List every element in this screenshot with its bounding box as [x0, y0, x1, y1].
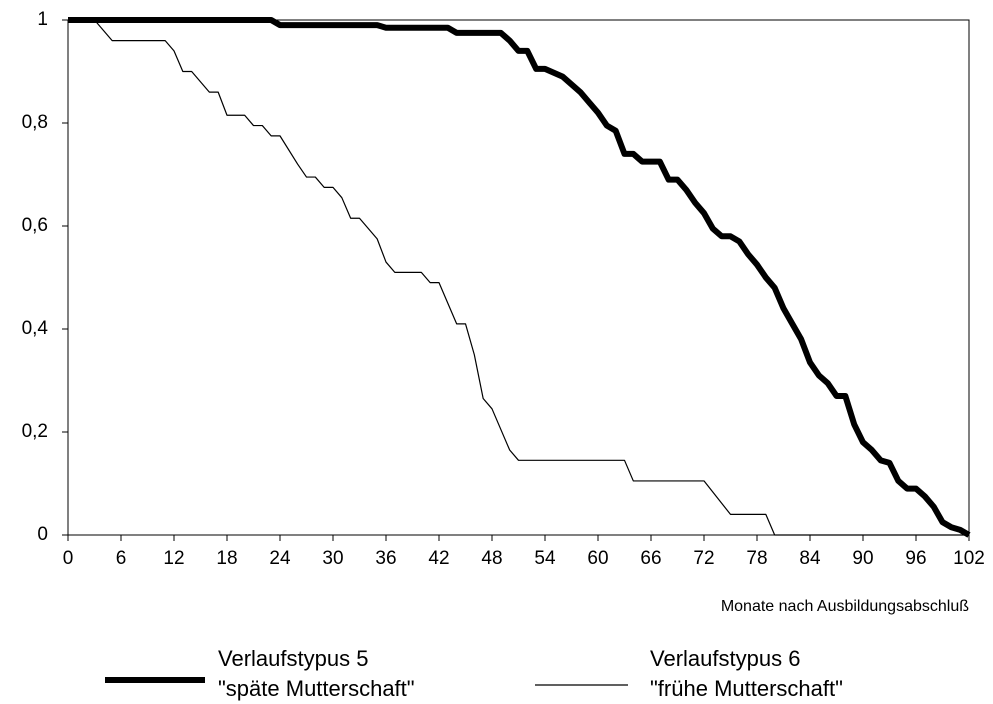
x-tick-label: 48: [481, 548, 502, 569]
x-tick-label: 72: [693, 548, 714, 569]
x-tick-label: 30: [322, 548, 343, 569]
x-tick-label: 84: [799, 548, 821, 569]
x-tick-label: 60: [587, 548, 608, 569]
y-tick-label: 0,8: [22, 112, 48, 133]
x-tick-label: 12: [163, 548, 184, 569]
x-tick-label: 18: [216, 548, 237, 569]
x-tick-label: 54: [534, 548, 556, 569]
x-tick-label: 0: [63, 548, 74, 569]
x-axis-label: Monate nach Ausbildungsabschluß: [721, 598, 969, 615]
y-tick-label: 0,2: [22, 421, 48, 442]
x-tick-label: 36: [375, 548, 396, 569]
x-tick-label: 24: [269, 548, 291, 569]
x-tick-label: 6: [116, 548, 127, 569]
y-tick-label: 1: [37, 9, 48, 30]
plot-frame: [67, 19, 970, 536]
y-tick-label: 0,4: [22, 318, 49, 339]
series-line: [68, 19, 969, 536]
legend-label: Verlaufstypus 6: [650, 646, 800, 671]
legend-description: "späte Mutterschaft": [218, 676, 415, 701]
x-tick-label: 66: [640, 548, 661, 569]
legend-label: Verlaufstypus 5: [218, 646, 368, 671]
x-tick-label: 78: [746, 548, 767, 569]
x-tick-label: 42: [428, 548, 449, 569]
y-tick-label: 0: [37, 524, 48, 545]
x-tick-label: 96: [905, 548, 926, 569]
x-tick-label: 102: [953, 548, 985, 569]
x-tick-label: 90: [852, 548, 873, 569]
y-tick-label: 0,6: [22, 215, 48, 236]
legend-description: "frühe Mutterschaft": [650, 676, 843, 701]
series-line: [68, 17, 971, 538]
